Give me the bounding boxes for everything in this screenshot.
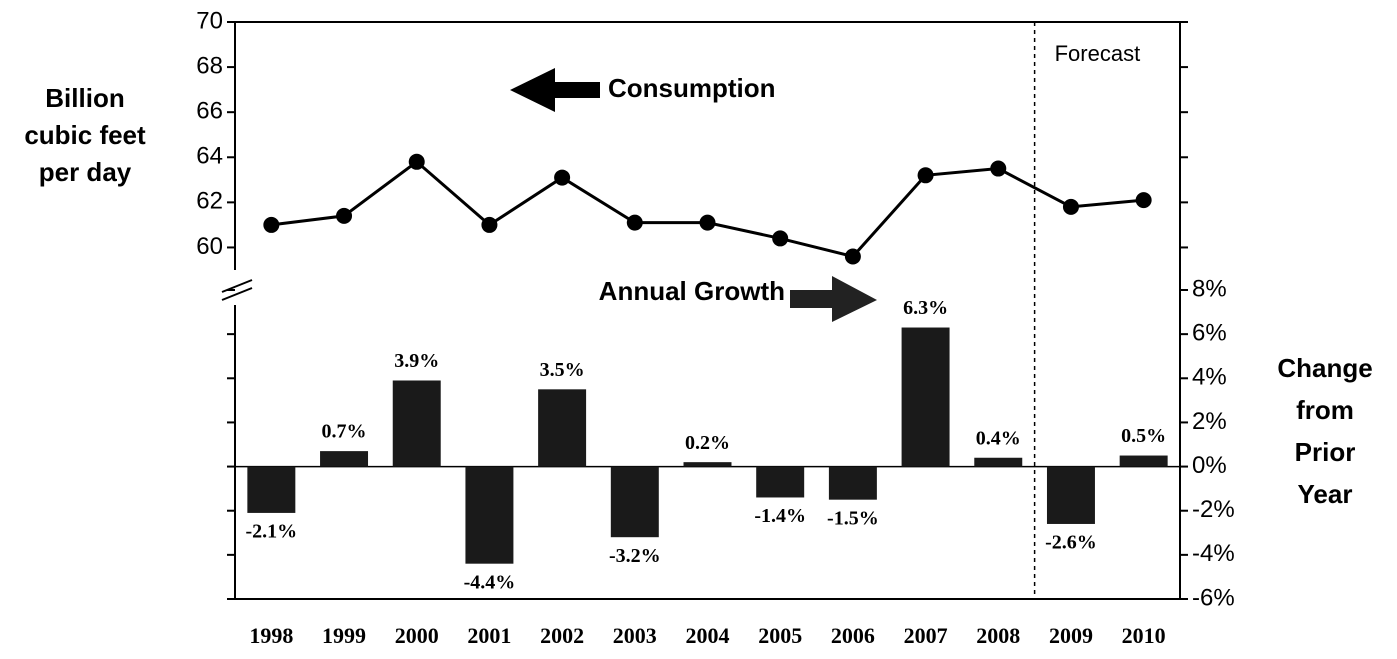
value-label: 0.2% [685,432,730,454]
point [1062,198,1079,215]
y2-tick-label: -6% [1192,584,1235,611]
y-axis-label: per day [39,157,132,187]
bar [1046,466,1095,524]
y-tick-label: 66 [196,98,223,125]
bar [683,462,732,467]
x-tick-label: 1999 [322,623,366,648]
y-axis-label: Billion [45,83,124,113]
y-tick-label: 70 [196,7,223,34]
point [990,160,1007,177]
y-axis-label: cubic feet [24,120,146,150]
value-label: -1.5% [827,507,879,529]
consumption-label: Consumption [608,73,776,103]
value-label: -4.4% [464,571,516,593]
forecast-label: Forecast [1055,41,1141,66]
x-tick-label: 2005 [758,623,802,648]
point [844,248,861,265]
x-tick-label: 2006 [831,623,875,648]
y2-axis-label: Prior [1295,437,1356,467]
bar [1119,455,1168,467]
x-tick-label: 2010 [1122,623,1166,648]
value-label: 0.5% [1121,425,1166,447]
bar [247,466,296,513]
point [1135,192,1152,209]
bar [901,327,950,467]
value-label: 6.3% [903,297,948,319]
bar [756,466,805,498]
point [699,214,716,231]
x-tick-label: 2002 [540,623,584,648]
value-label: 0.7% [322,421,367,443]
y-tick-label: 68 [196,52,223,79]
x-tick-label: 2000 [395,623,439,648]
x-tick-label: 2007 [904,623,948,648]
y-tick-label: 60 [196,233,223,260]
x-tick-label: 2008 [976,623,1020,648]
y2-axis-label: Change [1277,353,1372,383]
point [336,207,353,224]
y2-tick-label: 6% [1192,319,1227,346]
value-label: -2.1% [246,521,298,543]
bar [828,466,877,500]
x-tick-label: 2009 [1049,623,1093,648]
value-label: 3.9% [394,350,439,372]
bar [538,389,587,467]
x-tick-label: 2003 [613,623,657,648]
right-arrow [790,276,877,322]
left-arrow [510,68,600,112]
value-label: -1.4% [754,505,806,527]
y2-tick-label: 8% [1192,275,1227,302]
y2-axis-label: from [1296,395,1354,425]
axis-break [221,287,253,301]
bar [974,457,1023,467]
value-label: 0.4% [976,427,1021,449]
line [271,159,1144,259]
y2-tick-label: 2% [1192,408,1227,435]
point [917,167,934,184]
y2-tick-label: 4% [1192,364,1227,391]
x-tick-label: 1998 [249,623,293,648]
x-tick-label: 2004 [686,623,730,648]
point [554,169,571,186]
bar [392,380,441,467]
value-label: -2.6% [1045,532,1097,554]
y-tick-label: 64 [196,143,223,170]
y2-axis-label: Year [1298,479,1353,509]
value-label: -3.2% [609,545,661,567]
growth-label: Annual Growth [599,276,785,306]
bar [320,451,369,467]
value-label: 3.5% [540,359,585,381]
point [626,214,643,231]
y2-tick-label: -2% [1192,496,1235,523]
point [772,230,789,247]
y2-tick-label: 0% [1192,452,1227,479]
point [263,216,280,233]
bar [610,466,659,538]
point [408,153,425,170]
x-tick-label: 2001 [467,623,511,648]
y2-tick-label: -4% [1192,540,1235,567]
bar [465,466,514,564]
y-tick-label: 62 [196,188,223,215]
point [481,216,498,233]
